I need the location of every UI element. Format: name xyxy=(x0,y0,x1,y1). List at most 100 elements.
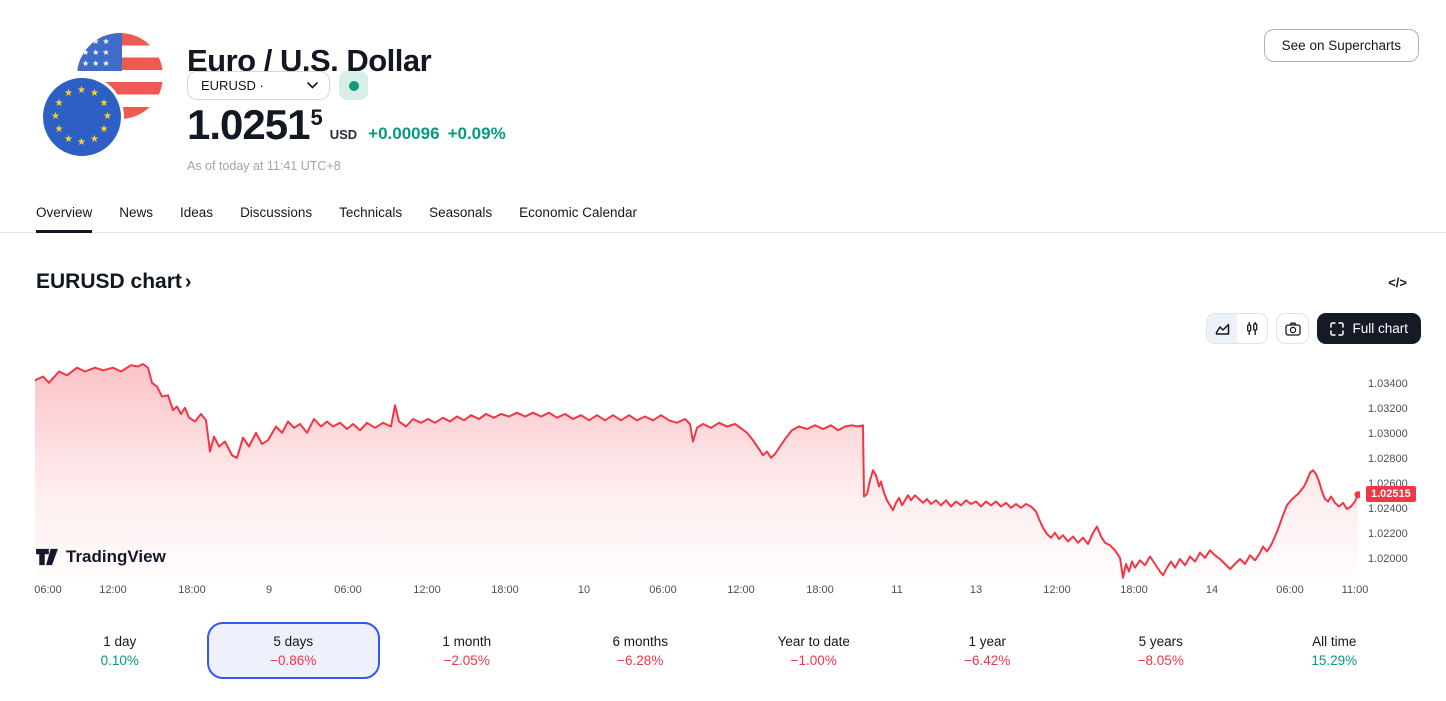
time-axis-label: 18:00 xyxy=(1120,584,1148,596)
area-chart-plot[interactable] xyxy=(35,360,1360,580)
time-axis-label: 06:00 xyxy=(334,584,362,596)
us-flag-canton: ★★★ ★★★ ★★★ xyxy=(77,33,122,71)
market-open-dot-icon xyxy=(348,80,359,91)
range-label: 1 day xyxy=(103,633,137,649)
time-axis-label: 06:00 xyxy=(1276,584,1304,596)
eu-flag-star: ★ xyxy=(103,111,112,122)
price-row: 1.0251 5 USD +0.00096 +0.09% xyxy=(187,101,506,149)
range-label: 5 days xyxy=(273,633,314,649)
us-flag-stars: ★★★ xyxy=(82,37,113,46)
range-button-all-time[interactable]: All time 15.29% xyxy=(1248,622,1422,679)
eu-flag-star: ★ xyxy=(64,133,73,145)
time-axis-label: 13 xyxy=(969,584,983,596)
range-button-1-year[interactable]: 1 year −6.42% xyxy=(901,622,1075,679)
tab-technicals[interactable]: Technicals xyxy=(339,205,403,220)
as-of-timestamp: As of today at 11:41 UTC+8 xyxy=(187,159,341,173)
symbol-row: EURUSD · xyxy=(187,71,368,100)
candles-chart-icon[interactable] xyxy=(1237,314,1268,343)
range-button-1-day[interactable]: 1 day 0.10% xyxy=(33,622,207,679)
symbol-select-value: EURUSD · xyxy=(201,78,264,93)
price-axis-label: 1.02800 xyxy=(1368,452,1408,465)
time-axis-label: 10 xyxy=(577,584,591,596)
time-axis-label: 18:00 xyxy=(491,584,519,596)
tab-overview[interactable]: Overview xyxy=(36,205,93,233)
range-change-value: 0.10% xyxy=(100,652,139,668)
eu-flag-star: ★ xyxy=(64,88,73,100)
range-button-5-days[interactable]: 5 days −0.86% xyxy=(206,622,380,679)
range-change-value: 15.29% xyxy=(1311,652,1358,668)
time-axis-label: 18:00 xyxy=(806,584,834,596)
eu-flag-star: ★ xyxy=(99,124,109,135)
eu-flag-star: ★ xyxy=(90,133,99,145)
price-axis-label: 1.03200 xyxy=(1368,402,1408,415)
range-button-6-months[interactable]: 6 months −6.28% xyxy=(554,622,728,679)
range-button-year-to-date[interactable]: Year to date −1.00% xyxy=(727,622,901,679)
last-price-dot xyxy=(1354,491,1360,499)
area-fill xyxy=(35,364,1358,580)
eu-flag-star: ★ xyxy=(77,85,86,96)
tab-news[interactable]: News xyxy=(119,205,154,220)
price-change-pct: +0.09% xyxy=(447,124,506,143)
eu-flag-star: ★ xyxy=(90,88,99,100)
time-axis-label: 11:00 xyxy=(1341,584,1369,596)
chart-heading-text: EURUSD chart xyxy=(36,270,182,293)
range-label: 1 year xyxy=(968,633,1007,649)
eu-flag-star: ★ xyxy=(54,98,64,109)
watermark-label: TradingView xyxy=(66,547,166,566)
price-change: +0.00096 +0.09% xyxy=(368,124,506,144)
eu-flag-star: ★ xyxy=(51,111,60,122)
chart-section: EURUSD chart › </> xyxy=(0,270,1446,600)
tradingview-logo-icon xyxy=(36,548,58,566)
range-change-value: −0.86% xyxy=(270,652,317,668)
eu-flag-star: ★ xyxy=(54,124,64,135)
eu-flag-star: ★ xyxy=(77,137,86,148)
eu-flag-icon: ★ ★ ★ ★ ★ ★ ★ ★ ★ ★ ★ ★ xyxy=(40,75,124,159)
eurusd-overview-page: ★★★ ★★★ ★★★ ★ ★ ★ ★ ★ ★ ★ ★ ★ ★ ★ ★ Euro / U.S. Dolla… xyxy=(0,0,1446,679)
range-label: All time xyxy=(1312,633,1357,649)
range-button-1-month[interactable]: 1 month −2.05% xyxy=(380,622,554,679)
time-axis-label: 12:00 xyxy=(413,584,441,596)
eu-flag-star: ★ xyxy=(99,98,109,109)
price-axis-label: 1.03000 xyxy=(1368,427,1408,440)
camera-snapshot-icon[interactable] xyxy=(1276,313,1310,344)
chevron-down-icon xyxy=(307,82,318,89)
tab-discussions[interactable]: Discussions xyxy=(240,205,313,220)
tab-economic-calendar[interactable]: Economic Calendar xyxy=(519,205,637,220)
full-chart-label: Full chart xyxy=(1352,321,1408,336)
range-change-value: −1.00% xyxy=(790,652,837,668)
time-axis-label: 06:00 xyxy=(34,584,62,596)
price-chart[interactable]: 1.03400 1.03200 1.03000 1.02800 1.02600 1.024… xyxy=(0,360,1446,600)
symbol-select[interactable]: EURUSD · xyxy=(187,71,330,100)
embed-code-icon[interactable]: </> xyxy=(1382,274,1413,291)
range-button-5-years[interactable]: 5 years −8.05% xyxy=(1074,622,1248,679)
see-on-supercharts-button[interactable]: See on Supercharts xyxy=(1263,29,1419,62)
time-axis-label: 11 xyxy=(891,584,903,596)
tradingview-watermark: TradingView xyxy=(36,547,166,567)
chart-toolbar: Full chart xyxy=(0,313,1446,344)
price-line xyxy=(35,363,1359,579)
time-axis-label: 18:00 xyxy=(178,584,206,596)
price-currency: USD xyxy=(329,127,358,142)
range-label: 6 months xyxy=(612,633,669,649)
area-chart-icon[interactable] xyxy=(1207,314,1238,343)
range-selector-row: 1 day 0.10% 5 days −0.86% 1 month −2.05% 6 mon… xyxy=(33,622,1421,679)
symbol-header: ★★★ ★★★ ★★★ ★ ★ ★ ★ ★ ★ ★ ★ ★ ★ ★ ★ Euro / U.S. Dolla… xyxy=(0,0,1446,195)
full-chart-button[interactable]: Full chart xyxy=(1317,313,1421,344)
last-price-badge: 1.02515 xyxy=(1366,486,1416,503)
market-status-badge[interactable] xyxy=(339,71,368,100)
range-label: Year to date xyxy=(777,633,850,649)
time-axis-label: 12:00 xyxy=(1043,584,1071,596)
us-flag-stars: ★★★ xyxy=(82,48,113,57)
chart-heading-link[interactable]: EURUSD chart › xyxy=(36,270,192,294)
tab-ideas[interactable]: Ideas xyxy=(180,205,214,220)
chart-heading-row: EURUSD chart › </> xyxy=(0,270,1446,294)
tab-bar: Overview News Ideas Discussions Technicals Se… xyxy=(0,195,1446,233)
time-axis-label: 06:00 xyxy=(649,584,677,596)
price-change-abs: +0.00096 xyxy=(368,124,440,143)
fullscreen-icon xyxy=(1330,321,1345,336)
price-axis-label: 1.02000 xyxy=(1368,552,1408,565)
tab-seasonals[interactable]: Seasonals xyxy=(429,205,493,220)
range-label: 5 years xyxy=(1138,633,1183,649)
time-axis-label: 14 xyxy=(1205,584,1219,596)
time-axis-label: 9 xyxy=(265,584,273,596)
